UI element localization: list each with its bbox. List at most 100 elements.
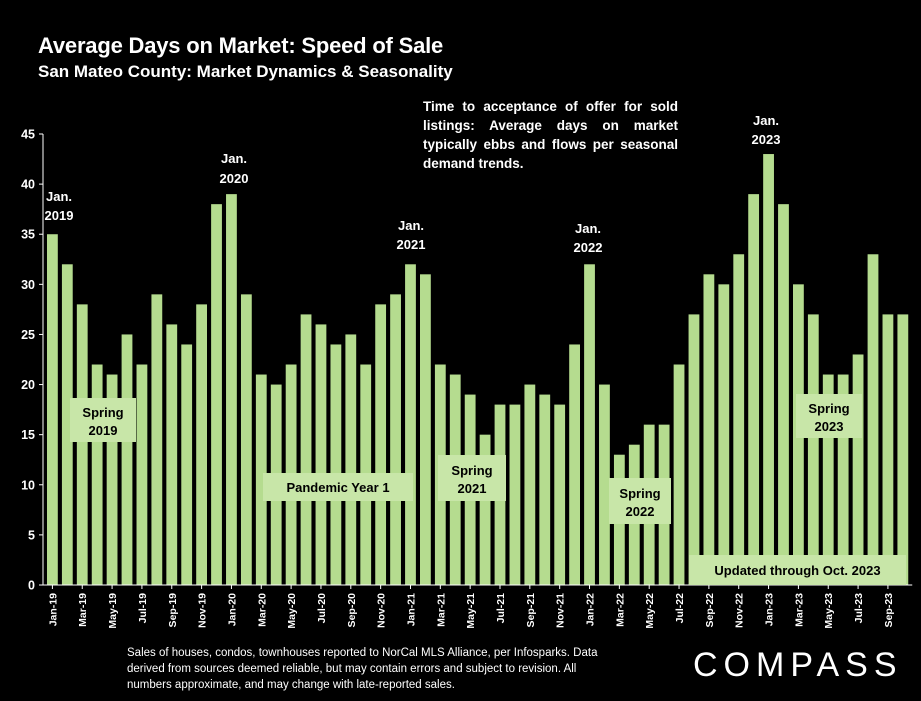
bar-Dec-22 (748, 194, 760, 585)
bar-Feb-22 (599, 384, 610, 585)
bar-Jun-19 (121, 334, 133, 585)
x-tick-label: Jan-19 (47, 593, 59, 626)
label-line2: 2021 (458, 481, 487, 496)
bar-Jul-22 (673, 364, 685, 585)
x-tick-label: Sep-21 (525, 593, 537, 628)
bar-Apr-19 (91, 364, 103, 585)
x-tick-label: Jul-22 (674, 593, 686, 624)
bar-Oct-22 (718, 284, 730, 585)
label-box: Spring 2019 (70, 398, 136, 442)
label-line2: 2022 (626, 504, 655, 519)
x-tick-label: Jan-21 (405, 593, 417, 626)
x-tick-label: Sep-20 (346, 593, 358, 628)
bar-Feb-19 (61, 264, 73, 585)
x-tick-label: Nov-20 (376, 593, 388, 628)
bar-Aug-23 (867, 254, 879, 585)
chart-subtitle: San Mateo County: Market Dynamics & Seas… (38, 62, 453, 81)
bar-Sep-23 (882, 314, 894, 585)
x-tick-label: May-22 (644, 593, 656, 629)
bar-Jun-20 (300, 314, 312, 585)
bar-Jul-20 (315, 324, 327, 585)
bar-Sep-20 (345, 334, 357, 585)
bar-Nov-20 (375, 304, 387, 585)
chart-note: Time to acceptance of offer for sold lis… (423, 99, 678, 171)
y-tick-label: 25 (21, 328, 35, 342)
bar-Jan-21 (405, 264, 416, 585)
bar-Dec-21 (569, 344, 580, 585)
bar-Jun-21 (479, 434, 491, 585)
x-tick-label: Jul-21 (495, 593, 507, 624)
annotation-line1: Jan. (753, 113, 779, 128)
bar-Aug-22 (688, 314, 700, 585)
annotation-line2: 2022 (574, 240, 603, 255)
bar-Feb-21 (420, 274, 431, 585)
label-box-bg (70, 398, 136, 442)
bar-Sep-21 (524, 384, 536, 585)
x-tick-label: Mar-22 (614, 593, 626, 627)
label-box-bg (689, 555, 906, 585)
bar-Apr-23 (807, 314, 819, 585)
label-line1: Pandemic Year 1 (286, 480, 389, 495)
bar-Sep-22 (703, 274, 715, 585)
x-axis: Jan-19 Mar-19 May-19 Jul-19 Sep-19 Nov-19 Jan-… (43, 584, 913, 629)
x-tick-label: Nov-19 (197, 593, 209, 628)
x-tick-label: May-20 (286, 593, 298, 629)
label-box-bg (263, 473, 413, 501)
y-tick-label: 40 (21, 178, 35, 192)
bar-Oct-19 (181, 344, 193, 585)
bar-Aug-20 (330, 344, 342, 585)
y-tick-label: 35 (21, 228, 35, 242)
bar-Jan-20 (226, 194, 237, 585)
x-tick-label: May-19 (107, 593, 119, 629)
annotation-jan-2022: Jan. 2022 (574, 221, 603, 255)
bars (47, 154, 909, 586)
x-tick-label: Nov-22 (734, 593, 746, 628)
bar-Nov-21 (554, 404, 566, 585)
bar-Jan-19 (47, 234, 58, 585)
bar-Oct-23 (897, 314, 909, 585)
label-line2: 2023 (815, 419, 844, 434)
bar-Jan-23 (763, 154, 774, 586)
label-box: Spring 2023 (796, 394, 862, 438)
bar-Jun-23 (837, 374, 849, 585)
bar-May-19 (106, 374, 118, 585)
y-tick-label: 0 (28, 579, 35, 593)
x-tick-label: May-23 (823, 593, 835, 629)
bar-Mar-19 (76, 304, 88, 585)
label-box-bg (438, 455, 506, 501)
label-line2: 2019 (89, 423, 118, 438)
annotation-jan-2021: Jan. 2021 (397, 218, 426, 252)
x-tick-label: Jul-20 (316, 593, 328, 624)
source-footnote: Sales of houses, condos, townhouses repo… (127, 647, 598, 691)
x-tick-label: Mar-19 (77, 593, 89, 627)
x-tick-label: Jan-20 (226, 593, 238, 626)
x-tick-label: Jul-19 (137, 593, 149, 624)
bar-Jul-23 (852, 354, 864, 585)
x-tick-label: Mar-23 (793, 593, 805, 627)
annotation-line2: 2020 (220, 171, 249, 186)
x-tick-label: Mar-20 (256, 593, 268, 627)
y-axis: 0 5 10 15 20 25 30 35 40 45 (21, 128, 44, 593)
label-line1: Updated through Oct. 2023 (714, 563, 880, 578)
bar-Aug-19 (151, 294, 163, 585)
annotation-line2: 2023 (752, 132, 781, 147)
y-tick-label: 5 (28, 528, 35, 542)
annotation-line1: Jan. (575, 221, 601, 236)
bar-Aug-21 (509, 404, 521, 585)
annotation-line2: 2019 (45, 208, 74, 223)
bar-Nov-19 (196, 304, 207, 585)
bar-May-23 (822, 374, 834, 585)
y-tick-label: 30 (21, 278, 35, 292)
label-line1: Spring (619, 486, 660, 501)
labels: Spring 2019 Pandemic Year 1 Spring 2021 Sprin… (70, 394, 906, 585)
x-tick-label: Sep-22 (704, 593, 716, 628)
bar-Sep-19 (166, 324, 178, 585)
label-line1: Spring (82, 405, 123, 420)
annotation-line2: 2021 (397, 237, 426, 252)
x-tick-label: May-21 (465, 593, 477, 629)
annotation-line1: Jan. (398, 218, 424, 233)
bar-Oct-21 (539, 394, 551, 585)
annotation-jan-2020: Jan. 2020 (220, 151, 249, 186)
bar-Nov-22 (733, 254, 745, 585)
